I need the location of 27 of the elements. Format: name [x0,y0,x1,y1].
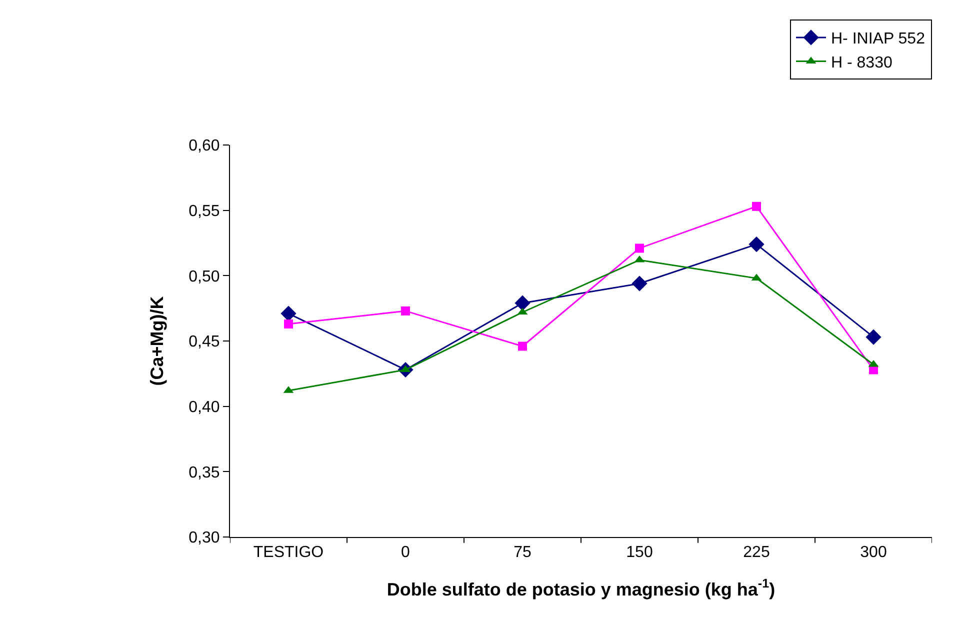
x-axis-title: Doble sulfato de potasio y magnesio (kg ha$^{-1}$) [386,576,776,600]
point [866,329,882,345]
x-tick-label: 150 [626,544,653,562]
legend-label: H - 8330 [831,54,892,72]
x-tick-label: 225 [743,544,770,562]
y-axis-title: (Ca+Mg)/K [146,296,167,386]
x-tick-label: 0 [401,544,410,562]
y-tick-label: 0,40 [188,398,220,416]
x-tick-label: TESTIGO [253,544,324,562]
point [280,306,296,322]
point [752,202,761,211]
point [514,295,530,311]
x-tick-label: 75 [514,544,532,562]
y-tick-label: 0,30 [188,530,220,547]
point [748,236,764,252]
point [635,244,644,253]
legend-label: H- INIAP 552 [831,30,926,48]
y-tick-label: 0,35 [188,464,220,482]
point [518,342,527,351]
y-tick-label: 0,45 [188,334,220,351]
point [401,306,410,316]
x-tick-label: 300 [860,544,887,562]
y-tick-label: 0,50 [188,268,220,286]
y-tick-label: 0,60 [188,138,220,155]
point [632,276,648,292]
y-tick-label: 0,55 [188,202,220,220]
point [284,320,293,329]
